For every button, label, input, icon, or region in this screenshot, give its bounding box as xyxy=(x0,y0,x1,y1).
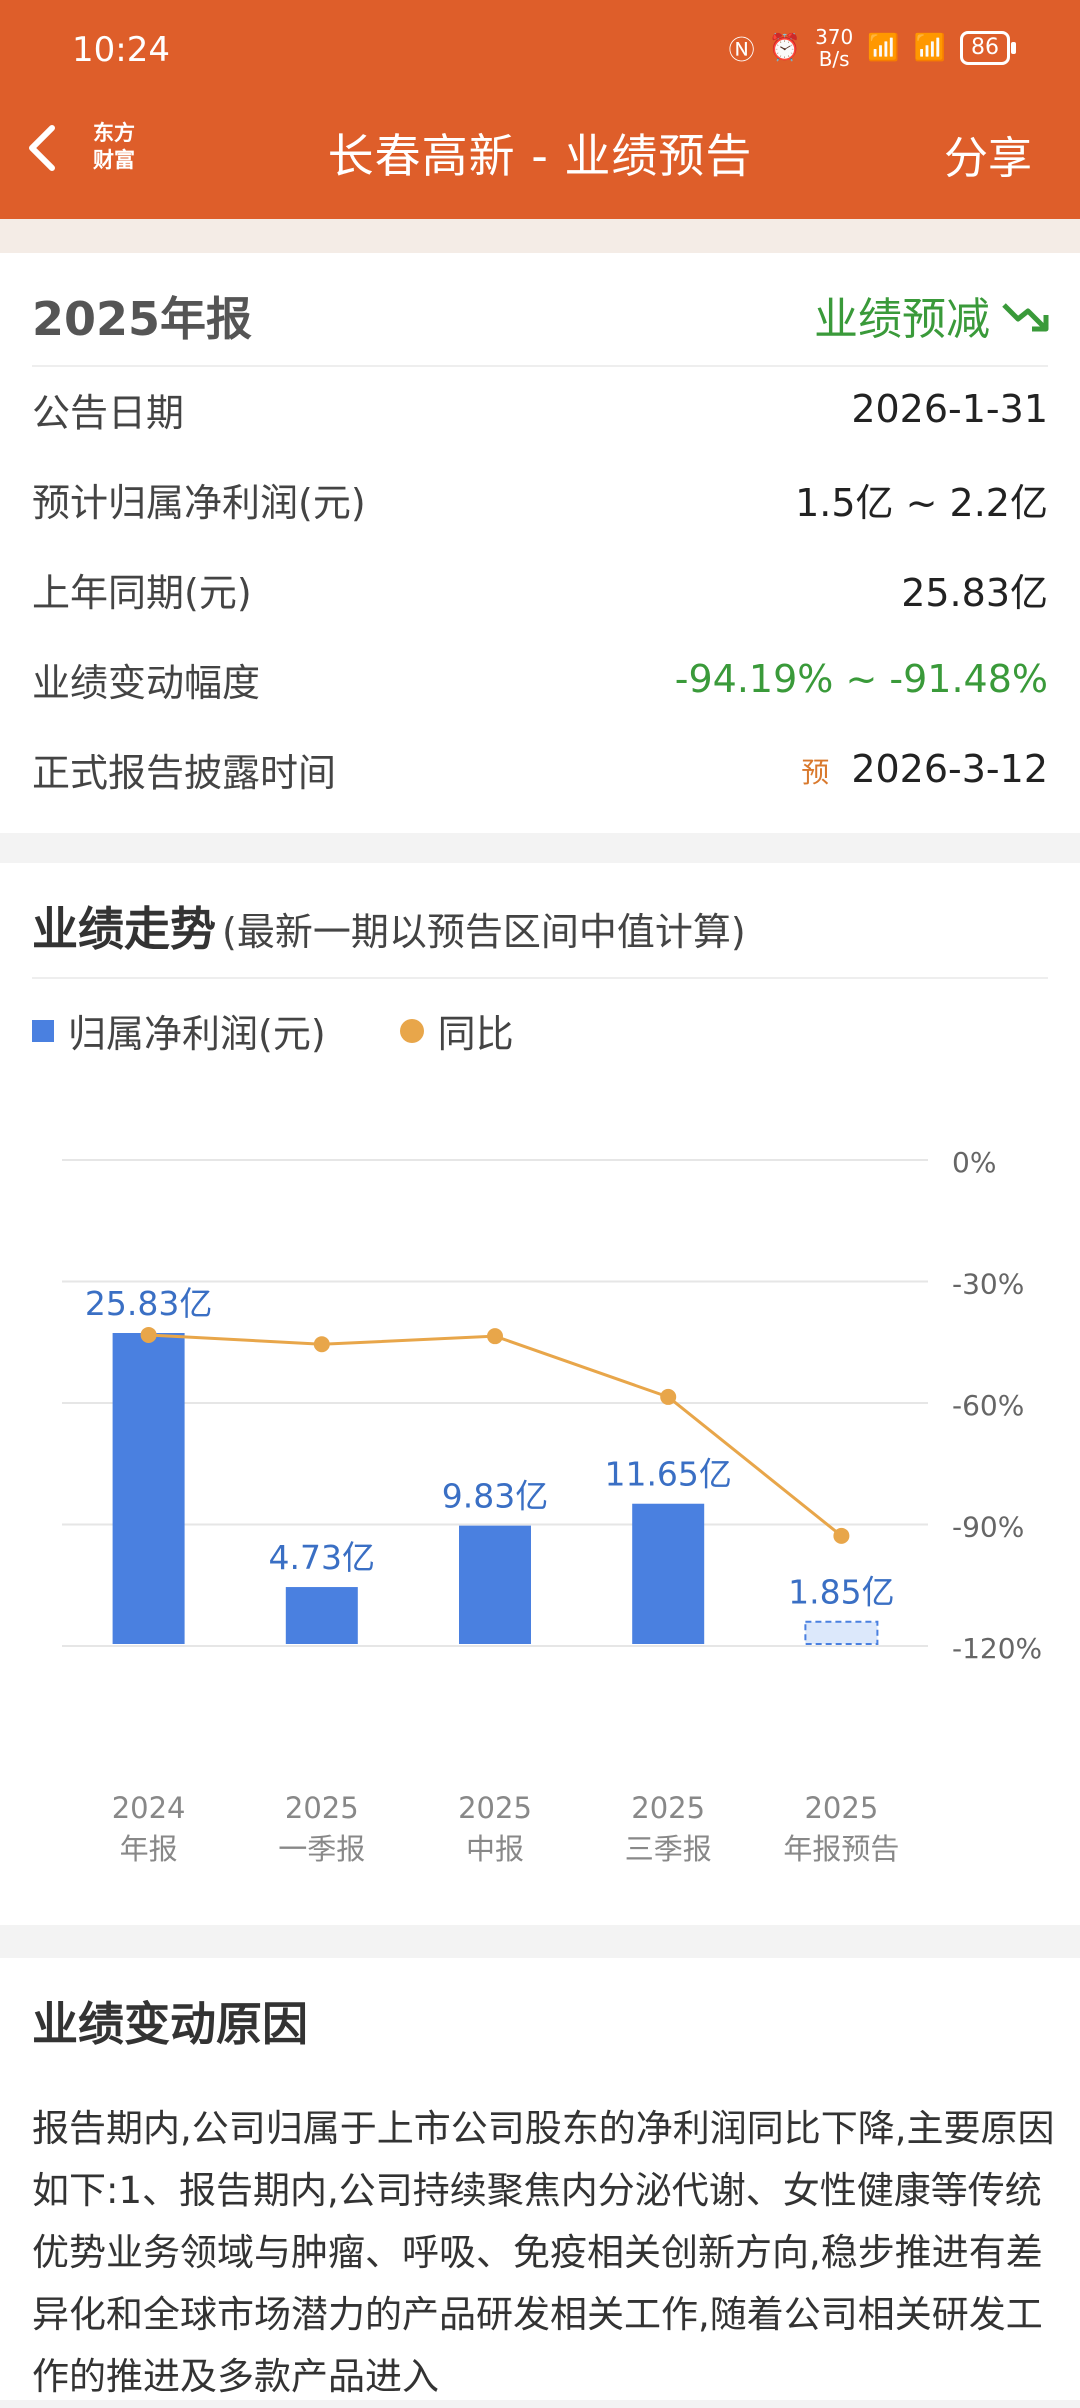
status-icons: Ⓝ ⏰ 370 B/s 📶 📶 86 xyxy=(728,25,1016,71)
report-year: 2025年报 xyxy=(32,292,253,346)
trend-card: 业绩走势 (最新一期以预告区间中值计算) 归属净利润(元) 同比 0% -30% -6… xyxy=(0,863,1080,1925)
share-button[interactable]: 分享 xyxy=(944,133,1032,184)
legend-line-label: 同比 xyxy=(437,1012,514,1056)
nfc-icon: Ⓝ xyxy=(728,35,755,66)
page-title: 长春高新 - 业绩预告 xyxy=(327,129,753,183)
row-change-range: 业绩变动幅度 -94.19% ~ -91.48% xyxy=(32,657,1048,705)
row-last-year: 上年同期(元) 25.83亿 xyxy=(32,570,1048,615)
net-speed: 370 B/s xyxy=(815,25,854,71)
y-tick-label: -120% xyxy=(952,1632,1042,1665)
x-tick-label-year: 2025 xyxy=(285,1791,359,1825)
x-tick-label-year: 2025 xyxy=(804,1791,878,1825)
x-tick-label-year: 2025 xyxy=(631,1791,705,1825)
x-tick-label-period: 一季报 xyxy=(278,1832,365,1866)
divider xyxy=(32,365,1048,367)
x-tick-label-period: 中报 xyxy=(466,1832,524,1866)
back-arrow-icon[interactable] xyxy=(22,118,62,178)
y-tick-label: -60% xyxy=(952,1389,1024,1422)
row-forecast-profit: 预计归属净利润(元) 1.5亿 ~ 2.2亿 xyxy=(32,480,1048,525)
bar-value-label: 25.83亿 xyxy=(85,1284,212,1323)
legend-bar-label: 归属净利润(元) xyxy=(68,1012,326,1056)
bar xyxy=(459,1525,531,1644)
chart-legend: 归属净利润(元) 同比 xyxy=(32,1003,514,1058)
reason-card: 业绩变动原因 报告期内,公司归属于上市公司股东的净利润同比下降,主要原因如下:1… xyxy=(0,1958,1080,2400)
yoy-point xyxy=(833,1527,850,1544)
battery-icon: 86 xyxy=(960,31,1016,65)
y-tick-label: 0% xyxy=(952,1146,996,1179)
divider xyxy=(32,977,1048,979)
reason-title: 业绩变动原因 xyxy=(32,1997,308,2051)
alarm-icon: ⏰ xyxy=(768,33,802,63)
trend-down-icon xyxy=(1002,303,1049,332)
bar-value-label: 1.85亿 xyxy=(788,1573,894,1612)
bar xyxy=(632,1503,705,1644)
bar xyxy=(112,1333,185,1644)
bar-value-label: 4.73亿 xyxy=(269,1538,375,1577)
bar-forecast xyxy=(804,1620,879,1646)
trend-subtitle: (最新一期以预告区间中值计算) xyxy=(222,910,746,954)
app-header: 10:24 Ⓝ ⏰ 370 B/s 📶 📶 86 东方 财富 长春高新 - 业绩… xyxy=(0,0,1080,219)
bar xyxy=(285,1587,358,1644)
status-time: 10:24 xyxy=(72,30,170,70)
eastmoney-logo: 东方 财富 xyxy=(93,121,135,172)
yoy-point xyxy=(660,1388,677,1405)
yoy-point xyxy=(313,1336,330,1353)
y-tick-label: -30% xyxy=(952,1268,1024,1301)
x-tick-label-year: 2024 xyxy=(112,1791,186,1825)
x-tick-label-period: 年报预告 xyxy=(783,1832,899,1866)
report-card: 2025年报 业绩预减 公告日期 2026-1-31 预计归属净利润(元) 1.… xyxy=(0,253,1080,833)
x-tick-label-period: 三季报 xyxy=(625,1832,712,1866)
y-tick-label: -90% xyxy=(952,1511,1024,1544)
legend-line-swatch xyxy=(399,1018,424,1043)
bar-value-label: 9.83亿 xyxy=(442,1477,548,1516)
x-tick-label-period: 年报 xyxy=(120,1832,178,1866)
performance-chart: 0% -30% -60% -90% -120% 25.83亿 4.73亿 9.83亿 11.65… xyxy=(62,1146,1042,1866)
yoy-point xyxy=(487,1328,503,1345)
forecast-tag: 预 xyxy=(801,756,830,789)
report-status: 业绩预减 xyxy=(814,283,1052,347)
yoy-point xyxy=(140,1326,157,1343)
signal-icon: 📶 xyxy=(867,33,900,63)
trend-title: 业绩走势 (最新一期以预告区间中值计算) xyxy=(32,902,746,956)
header-divider xyxy=(0,219,1080,253)
row-announce-date: 公告日期 2026-1-31 xyxy=(32,387,1048,435)
x-tick-label-year: 2025 xyxy=(458,1791,532,1825)
legend-bar-swatch xyxy=(32,1019,54,1042)
row-disclosure-date: 正式报告披露时间 预 2026-3-12 xyxy=(32,747,1048,795)
reason-text: 报告期内,公司归属于上市公司股东的净利润同比下降,主要原因如下:1、报告期内,公… xyxy=(32,2107,1055,2398)
bar-value-label: 11.65亿 xyxy=(604,1455,731,1494)
signal-icon-2: 📶 xyxy=(913,33,946,63)
